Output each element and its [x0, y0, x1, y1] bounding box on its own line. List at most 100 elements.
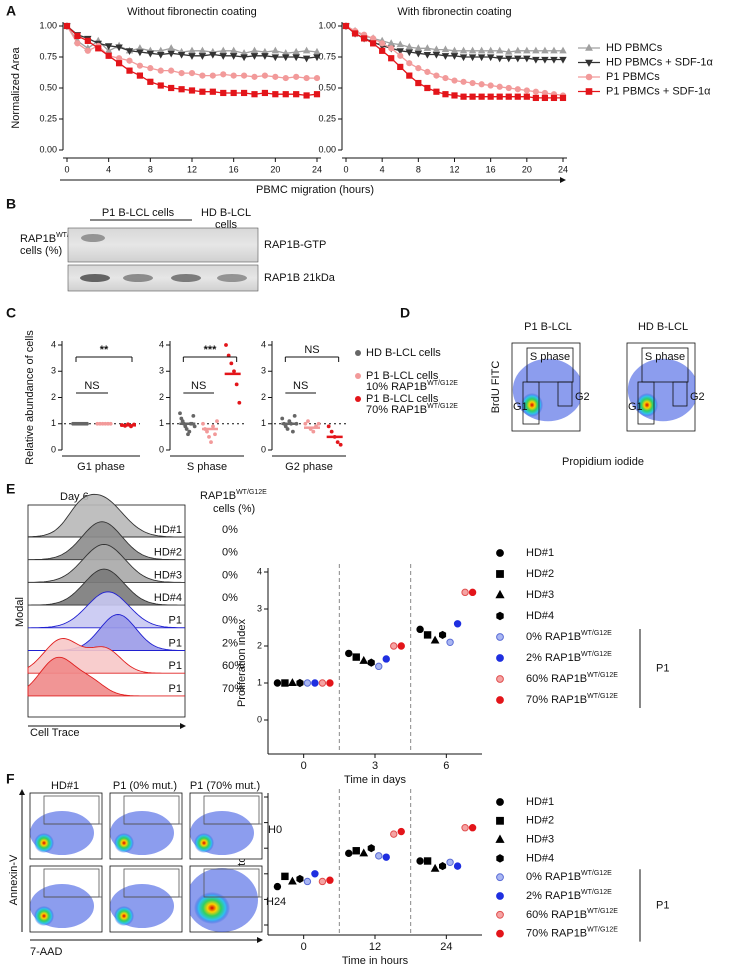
blot-band — [171, 274, 201, 282]
data-point — [313, 74, 321, 82]
data-point — [541, 94, 549, 102]
histogram-curve — [27, 543, 185, 583]
data-point — [532, 46, 540, 54]
legend-label-main: 10% RAP1B — [366, 381, 427, 393]
legend-marker — [496, 892, 504, 900]
data-point — [147, 78, 154, 85]
significance-label: NS — [84, 380, 99, 392]
data-point — [167, 50, 175, 58]
x-axis-label: G1 phase — [77, 461, 125, 473]
legend-marker — [496, 929, 504, 938]
data-point — [105, 52, 112, 59]
data-point — [550, 46, 558, 54]
legend-label-sup: WT/G12E — [427, 380, 458, 387]
data-point — [240, 89, 248, 97]
y-tick-label: 3 — [261, 366, 266, 376]
legend-label: HD#2 — [526, 568, 554, 580]
flow-row-label: H0 — [268, 824, 282, 836]
data-point — [209, 51, 217, 59]
data-point — [432, 45, 441, 53]
data-point — [184, 427, 189, 431]
y-axis-label: Normalized Area — [10, 46, 22, 128]
data-point — [177, 51, 186, 59]
data-point — [282, 74, 289, 82]
data-point — [303, 421, 308, 426]
legend-label-sup: WT/G12E — [581, 870, 612, 877]
legend-label-sup: WT/G12E — [581, 630, 612, 637]
data-point — [424, 68, 431, 75]
data-point — [450, 46, 459, 54]
legend-label: HD#4 — [526, 852, 554, 864]
legend-label: 2% RAP1BWT/G12E — [526, 889, 612, 902]
data-point — [311, 429, 316, 434]
data-point — [477, 46, 486, 54]
legend-label-main: 70% RAP1B — [526, 694, 587, 706]
data-point — [261, 53, 269, 60]
data-point — [209, 440, 213, 445]
data-point — [168, 67, 175, 74]
group-label: P1 — [656, 899, 669, 911]
data-point — [290, 429, 295, 434]
legend-marker — [585, 59, 593, 67]
density-core — [636, 393, 658, 417]
data-point — [178, 70, 185, 77]
data-point — [296, 678, 304, 688]
data-point — [205, 429, 209, 434]
histogram-y-label: Modal — [14, 597, 26, 627]
data-point — [396, 48, 404, 55]
density-cloud — [190, 811, 254, 855]
data-point — [125, 48, 134, 55]
legend-marker — [496, 798, 504, 806]
y-tick-label: 0.75 — [39, 51, 57, 61]
x-tick-label: 0 — [64, 164, 69, 174]
legend-label: P1 B-LCL cells — [366, 370, 439, 382]
data-point — [352, 847, 360, 855]
x-tick-label: 24 — [312, 164, 322, 174]
data-point — [281, 679, 289, 687]
data-point — [136, 49, 144, 57]
legend-marker — [496, 696, 504, 704]
data-point — [303, 877, 312, 886]
histogram-header: cells (%) — [213, 503, 255, 515]
gate-label: S phase — [530, 351, 570, 363]
data-point — [367, 844, 375, 853]
data-point — [359, 655, 369, 664]
data-point — [74, 32, 81, 40]
data-point — [303, 92, 310, 99]
x-axis-label: S phase — [187, 461, 227, 473]
data-point — [433, 88, 440, 95]
data-point — [416, 625, 424, 634]
legend-label: 60% RAP1BWT/G12E — [526, 908, 618, 921]
data-point — [541, 56, 549, 64]
data-point — [352, 653, 360, 661]
flow-y-label: Annexin-V — [8, 854, 20, 905]
data-point — [432, 51, 441, 59]
histogram-curve — [27, 656, 185, 697]
y-tick-label: 3 — [51, 366, 56, 376]
flow-x-label: Propidium iodide — [562, 456, 644, 468]
data-point — [136, 62, 144, 69]
data-point — [115, 60, 123, 67]
data-point — [168, 84, 175, 92]
legend-marker — [496, 570, 504, 578]
y-tick-label: 1.00 — [318, 20, 336, 30]
panel-label: C — [6, 305, 16, 321]
data-point — [229, 46, 238, 54]
y-axis-label: Proliferation index — [236, 618, 248, 707]
y-tick-label: 0.25 — [318, 113, 336, 123]
x-tick-label: 24 — [440, 941, 452, 953]
data-point — [188, 87, 196, 94]
data-point — [211, 424, 215, 429]
data-point — [523, 87, 530, 94]
legend-label-sup: WT/G12E — [587, 672, 618, 679]
data-point — [375, 852, 383, 860]
histogram-pct: 0% — [222, 592, 238, 604]
data-point — [345, 849, 353, 858]
data-point — [424, 84, 431, 92]
x-tick-label: 16 — [486, 164, 496, 174]
data-point — [360, 35, 368, 42]
legend-label: 70% RAP1BWT/G12E — [526, 693, 618, 706]
y-tick-label: 4 — [159, 339, 164, 349]
y-tick-label: 0 — [257, 714, 262, 724]
data-point — [496, 55, 504, 63]
